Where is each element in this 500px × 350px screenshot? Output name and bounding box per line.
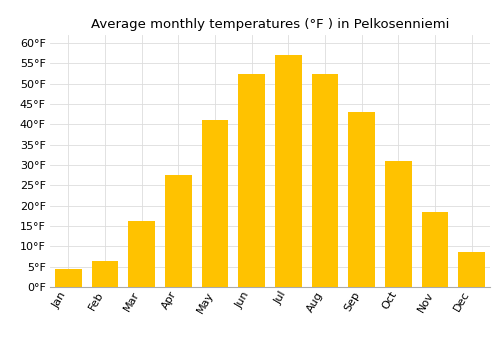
Bar — [238, 74, 265, 287]
Bar — [348, 112, 375, 287]
Bar — [312, 74, 338, 287]
Bar — [165, 175, 192, 287]
Bar — [55, 269, 82, 287]
Bar — [128, 221, 155, 287]
Bar — [202, 120, 228, 287]
Bar — [422, 212, 448, 287]
Bar — [275, 55, 301, 287]
Bar — [458, 252, 485, 287]
Bar — [385, 161, 411, 287]
Title: Average monthly temperatures (°F ) in Pelkosenniemi: Average monthly temperatures (°F ) in Pe… — [91, 18, 449, 31]
Bar — [92, 261, 118, 287]
